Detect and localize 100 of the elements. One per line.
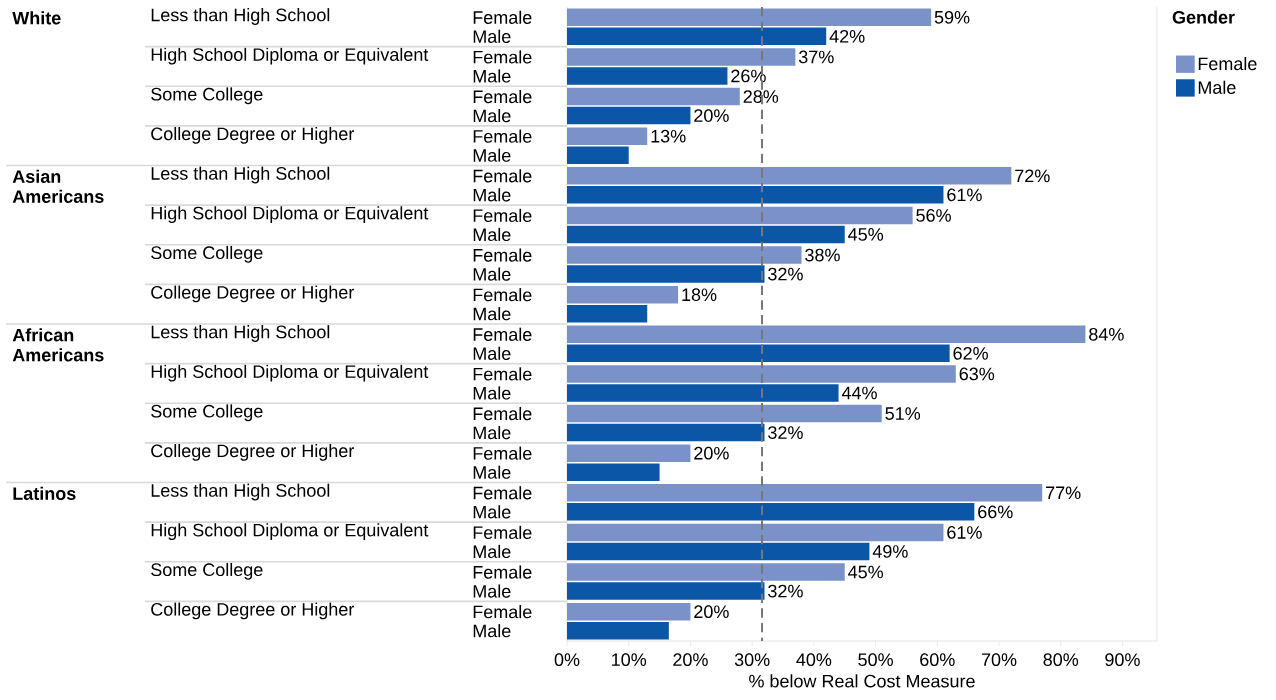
data-label: 37%: [798, 50, 834, 64]
text: Female: [473, 367, 532, 381]
bar: [567, 384, 839, 402]
bar: [567, 582, 765, 600]
x-tick-label: 40%: [796, 653, 832, 667]
data-label: 32%: [768, 267, 803, 281]
text: Female: [473, 129, 532, 143]
x-tick-label: 30%: [734, 653, 770, 667]
y-tick-label: Some College: [151, 245, 263, 263]
text: Male: [473, 188, 511, 202]
legend-title: Gender: [1172, 10, 1235, 24]
text: Male: [473, 544, 511, 559]
data-label: 51%: [885, 407, 921, 420]
x-axis-title: % below Real Cost Measure: [749, 674, 975, 688]
bar: [567, 285, 679, 304]
y-tick-label: Some College: [151, 87, 263, 105]
text: Male: [473, 227, 511, 242]
data-label: 49%: [872, 545, 908, 558]
y-tick-label: College Degree or Higher: [151, 444, 355, 461]
bar: [567, 423, 765, 442]
data-label: 61%: [947, 526, 982, 539]
bar: [567, 463, 660, 481]
text: Female: [473, 248, 532, 262]
bar: [567, 106, 691, 125]
y-tick-label: College Degree or Higher: [151, 126, 355, 144]
bar: [567, 304, 648, 323]
text: Female: [473, 89, 532, 104]
data-label: 20%: [694, 446, 729, 460]
text: Female: [473, 327, 532, 341]
text: Female: [473, 486, 532, 500]
bar: [567, 206, 913, 225]
legend-label: Female: [1198, 56, 1257, 71]
data-label: 44%: [841, 386, 877, 400]
bar: [567, 484, 1043, 502]
text: Male: [473, 425, 511, 440]
text: Female: [473, 605, 532, 619]
bar: [567, 265, 765, 283]
text: Female: [473, 10, 532, 24]
data-label: 84%: [1089, 327, 1124, 341]
y-tick-label: Less than High School: [151, 166, 330, 184]
text: Male: [473, 386, 511, 400]
bar: [567, 523, 944, 542]
bar: [567, 621, 669, 640]
text: Male: [473, 624, 511, 638]
bar: [567, 167, 1012, 185]
y-tick-label: College Degree or Higher: [151, 602, 355, 620]
bar: [567, 563, 845, 581]
data-label: 56%: [916, 209, 951, 222]
x-tick-label: 90%: [1105, 653, 1140, 667]
text: White: [12, 11, 61, 25]
bar: [567, 602, 691, 621]
data-label: 20%: [694, 605, 729, 619]
data-label: 28%: [743, 90, 779, 103]
y-tick-label: Less than High School: [151, 8, 330, 25]
text: Female: [473, 288, 532, 302]
legend-label: Male: [1198, 80, 1236, 94]
bar: [567, 404, 882, 423]
bar: [567, 48, 796, 66]
text: Latinos: [13, 486, 76, 500]
x-tick-label: 80%: [1043, 653, 1079, 667]
bar: [567, 186, 944, 204]
text: African Americans: [12, 328, 104, 362]
x-tick-label: 70%: [981, 653, 1017, 667]
data-label: 13%: [651, 129, 686, 143]
text: Male: [473, 584, 511, 598]
data-label: 59%: [934, 10, 970, 24]
y-tick-label: Some College: [151, 404, 263, 422]
text: Female: [473, 406, 532, 421]
text: Male: [473, 505, 511, 519]
text: Male: [473, 29, 511, 43]
data-label: 45%: [848, 228, 884, 241]
data-label: 42%: [829, 29, 865, 43]
text: Female: [473, 446, 532, 460]
data-label: 61%: [947, 188, 982, 202]
y-tick-label: Less than High School: [151, 483, 330, 501]
y-tick-label: Less than High School: [151, 325, 330, 342]
text: Male: [473, 69, 511, 83]
bar: [567, 365, 956, 383]
text: Male: [473, 465, 511, 479]
data-label: 45%: [848, 565, 884, 579]
x-tick-label: 0%: [554, 653, 580, 667]
y-tick-label: High School Diploma or Equivalent: [151, 206, 429, 224]
data-label: 20%: [694, 109, 729, 122]
x-tick-label: 10%: [612, 653, 647, 667]
text: Male: [473, 108, 511, 123]
bar: [567, 87, 740, 106]
data-label: 62%: [953, 346, 988, 360]
bar: [567, 344, 950, 363]
bar: [567, 444, 691, 462]
bar: [567, 67, 728, 85]
x-tick-label: 50%: [858, 653, 893, 667]
bar: [567, 146, 629, 164]
bar: [567, 542, 870, 561]
text: Female: [473, 169, 532, 183]
y-tick-label: Some College: [151, 562, 263, 580]
text: Female: [473, 208, 532, 223]
y-tick-label: High School Diploma or Equivalent: [151, 47, 429, 65]
bar: [567, 27, 827, 46]
bar: [567, 325, 1086, 344]
text: Male: [473, 346, 511, 360]
